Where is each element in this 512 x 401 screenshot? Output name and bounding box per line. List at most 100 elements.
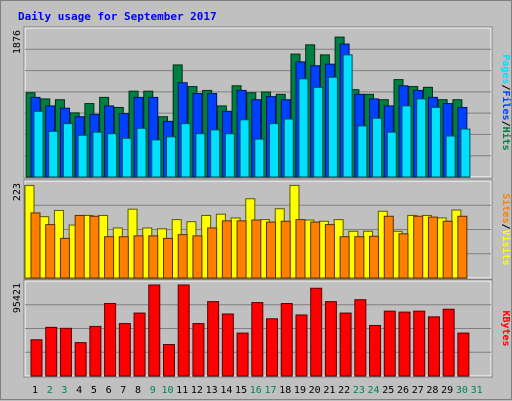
bar-sites-day-8 [133, 235, 144, 279]
bar-kbytes-day-14 [221, 313, 234, 377]
day-label-19: 19 [294, 385, 306, 396]
bar-kbytes-day-15 [236, 332, 249, 377]
bar-kbytes-day-9 [148, 284, 161, 377]
day-label-10: 10 [161, 385, 173, 396]
bar-kbytes-day-18 [280, 303, 293, 377]
bar-pages-day-19 [298, 78, 309, 178]
day-label-21: 21 [323, 385, 335, 396]
bar-pages-day-22 [342, 54, 353, 178]
day-label-6: 6 [106, 385, 112, 396]
bar-pages-day-23 [357, 125, 368, 178]
bar-pages-day-21 [327, 76, 338, 178]
bar-sites-day-6 [104, 236, 115, 279]
bar-sites-day-28 [427, 216, 438, 279]
panel-scale-label: 95421 [12, 283, 23, 313]
day-label-23: 23 [353, 385, 365, 396]
day-label-14: 14 [220, 385, 232, 396]
day-label-4: 4 [76, 385, 82, 396]
bar-sites-day-12 [192, 235, 203, 279]
bar-sites-day-15 [236, 220, 247, 279]
bar-sites-day-23 [354, 236, 365, 279]
day-label-25: 25 [382, 385, 394, 396]
day-label-17: 17 [264, 385, 276, 396]
bar-pages-day-18 [283, 118, 294, 178]
day-label-3: 3 [61, 385, 67, 396]
bar-kbytes-day-22 [339, 312, 352, 377]
bar-pages-day-15 [239, 119, 250, 178]
bar-pages-day-24 [372, 117, 383, 178]
bar-pages-day-25 [386, 131, 397, 178]
day-label-20: 20 [309, 385, 321, 396]
bar-sites-day-26 [398, 233, 409, 279]
bar-sites-day-14 [221, 220, 232, 279]
bar-kbytes-day-16 [251, 302, 264, 377]
panel-scale-label: 1876 [12, 30, 23, 54]
bar-pages-day-4 [77, 134, 88, 178]
bar-kbytes-day-11 [177, 284, 190, 377]
day-label-9: 9 [150, 385, 156, 396]
side-label-part: Sites [500, 193, 512, 223]
day-label-28: 28 [426, 385, 438, 396]
bar-kbytes-day-21 [324, 301, 337, 377]
panel-side-label: Sites/Visits [500, 193, 512, 265]
bar-sites-day-13 [207, 227, 218, 279]
bar-sites-day-19 [295, 219, 306, 279]
bar-sites-day-4 [74, 214, 85, 279]
day-label-26: 26 [397, 385, 409, 396]
panel-scale-label: 223 [12, 183, 23, 201]
side-label-part: Files [500, 90, 512, 120]
bar-kbytes-day-5 [89, 325, 102, 377]
bar-kbytes-day-30 [457, 332, 470, 377]
bar-kbytes-day-2 [45, 326, 58, 377]
side-label-part: / [500, 223, 511, 229]
panel-side-label: Pages/Files/Hits [500, 54, 512, 150]
bar-kbytes-day-19 [295, 314, 308, 377]
bar-sites-day-10 [162, 237, 173, 279]
bar-kbytes-day-7 [118, 323, 131, 377]
day-label-24: 24 [368, 385, 380, 396]
bar-pages-day-10 [165, 136, 176, 178]
bar-pages-day-30 [460, 128, 471, 178]
bar-sites-day-22 [339, 236, 350, 279]
bar-pages-day-9 [151, 139, 162, 178]
bar-kbytes-day-23 [354, 299, 367, 377]
bar-kbytes-day-10 [162, 344, 175, 377]
panel-side-label: KBytes [500, 310, 511, 346]
bar-sites-day-27 [413, 215, 424, 279]
day-label-11: 11 [176, 385, 188, 396]
day-label-15: 15 [235, 385, 247, 396]
bar-sites-day-9 [148, 235, 159, 279]
bar-pages-day-6 [107, 133, 118, 178]
panel-bottom: 95421 KBytes [12, 279, 511, 378]
panel-middle: 223 Sites/Visits [12, 179, 512, 280]
day-label-18: 18 [279, 385, 291, 396]
bar-sites-day-29 [442, 220, 453, 279]
bar-pages-day-29 [445, 135, 456, 178]
day-label-31: 31 [471, 385, 483, 396]
bar-sites-day-11 [177, 234, 188, 279]
bar-sites-day-18 [280, 220, 291, 279]
bar-sites-day-21 [324, 224, 335, 279]
panel-border [23, 179, 493, 280]
bar-sites-day-2 [45, 224, 56, 279]
bar-pages-day-7 [121, 137, 132, 178]
bar-kbytes-day-20 [310, 287, 323, 377]
bar-pages-day-5 [92, 131, 103, 178]
bar-sites-day-25 [383, 215, 394, 279]
side-label-part: Pages [500, 54, 511, 84]
bar-kbytes-day-24 [369, 324, 382, 377]
panel-border [23, 279, 493, 378]
bar-pages-day-2 [48, 130, 59, 178]
bar-pages-day-8 [136, 127, 147, 178]
bar-pages-day-26 [401, 105, 412, 178]
bar-sites-day-17 [266, 221, 277, 279]
chart-title: Daily usage for September 2017 [18, 10, 217, 23]
bar-sites-day-16 [251, 219, 262, 279]
day-label-22: 22 [338, 385, 350, 396]
side-label-part: / [500, 121, 511, 127]
day-label-2: 2 [47, 385, 53, 396]
bar-kbytes-day-12 [192, 323, 205, 377]
bar-kbytes-day-28 [427, 316, 440, 377]
day-label-30: 30 [456, 385, 468, 396]
